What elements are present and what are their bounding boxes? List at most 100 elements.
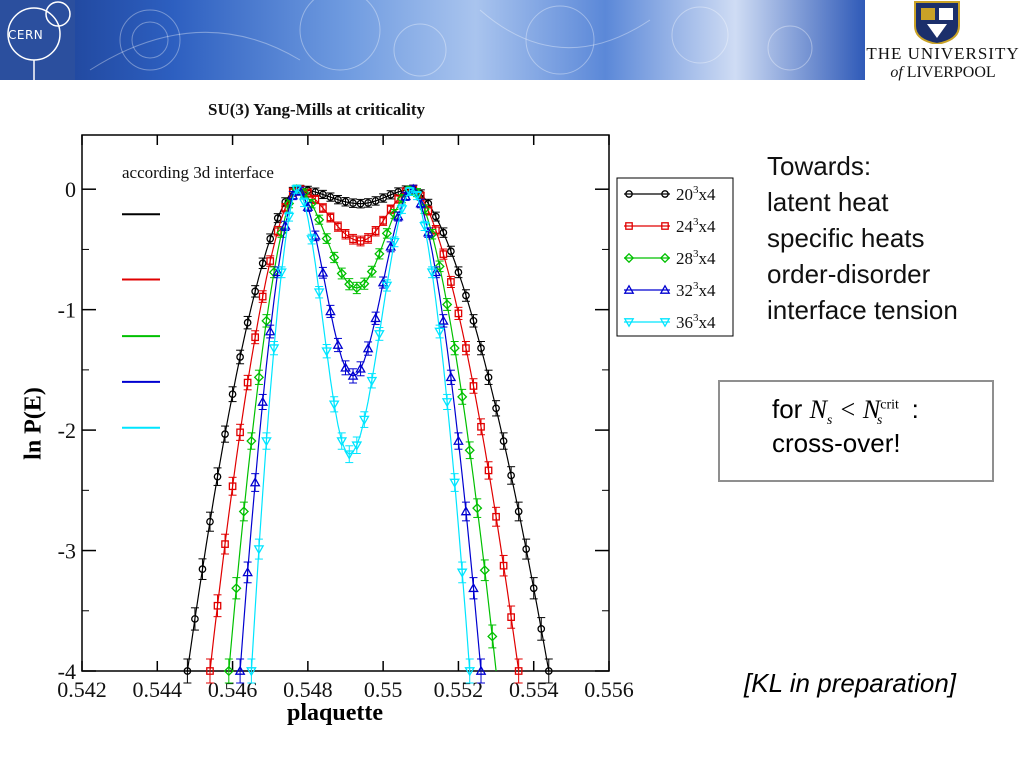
data-point bbox=[253, 372, 265, 383]
data-point bbox=[231, 583, 242, 594]
data-point bbox=[492, 404, 500, 413]
liverpool-crest-icon bbox=[914, 1, 960, 44]
x-tick-label: 0.548 bbox=[283, 677, 333, 702]
y-tick-label: 0 bbox=[65, 177, 76, 202]
legend-label: 323x4 bbox=[676, 280, 716, 300]
data-point bbox=[507, 471, 515, 480]
data-point bbox=[364, 234, 372, 243]
chart-title: SU(3) Yang-Mills at criticality bbox=[208, 100, 426, 119]
data-point bbox=[334, 222, 342, 231]
data-point bbox=[623, 252, 635, 264]
data-point bbox=[434, 261, 445, 272]
data-point bbox=[464, 445, 475, 456]
data-point bbox=[431, 212, 440, 221]
legend-entry-32: 323x4 bbox=[623, 280, 716, 300]
data-point bbox=[283, 212, 295, 223]
data-point bbox=[206, 667, 214, 675]
legend-label: 243x4 bbox=[676, 216, 716, 236]
data-point bbox=[464, 667, 476, 677]
x-tick-label: 0.546 bbox=[208, 677, 258, 702]
data-point bbox=[236, 428, 244, 437]
data-point bbox=[326, 193, 335, 201]
data-point bbox=[268, 344, 280, 354]
data-point bbox=[356, 199, 365, 208]
data-point bbox=[544, 667, 553, 675]
data-point bbox=[419, 222, 430, 232]
math-rhs-sub: s bbox=[876, 413, 883, 429]
legend-label: 283x4 bbox=[676, 248, 716, 268]
series-36 bbox=[246, 184, 476, 684]
data-point bbox=[381, 228, 393, 239]
data-point bbox=[484, 466, 493, 475]
legend-entry-24: 243x4 bbox=[624, 216, 716, 236]
data-point bbox=[507, 613, 515, 621]
data-point bbox=[499, 437, 508, 445]
data-point bbox=[514, 667, 523, 675]
data-point bbox=[454, 268, 463, 277]
data-point bbox=[487, 631, 498, 642]
crossover-condition: for Ns < Ncrits : bbox=[772, 394, 919, 429]
data-point bbox=[453, 435, 464, 445]
data-point bbox=[276, 268, 287, 278]
data-point bbox=[251, 287, 260, 296]
data-point bbox=[370, 312, 381, 323]
data-point bbox=[371, 197, 380, 205]
data-point bbox=[228, 390, 237, 399]
data-point bbox=[396, 205, 408, 215]
data-point bbox=[404, 187, 415, 197]
data-point bbox=[251, 333, 260, 342]
data-point bbox=[441, 398, 453, 408]
data-point bbox=[374, 330, 385, 340]
x-tick-label: 0.556 bbox=[584, 677, 634, 702]
cern-logo: CERN bbox=[0, 0, 75, 80]
towards-line-0: Towards: bbox=[767, 151, 872, 181]
data-point bbox=[462, 291, 470, 300]
data-point bbox=[272, 266, 284, 277]
math-rhs-sup: crit bbox=[880, 397, 899, 413]
data-point bbox=[336, 268, 347, 279]
data-point bbox=[364, 199, 372, 207]
data-point bbox=[238, 506, 249, 517]
banner-decoration bbox=[89, 0, 813, 77]
data-point bbox=[454, 309, 463, 318]
towards-line-2: specific heats bbox=[767, 223, 925, 253]
data-point bbox=[341, 197, 350, 206]
x-tick-label: 0.542 bbox=[57, 677, 107, 702]
data-point bbox=[426, 268, 438, 278]
data-point bbox=[661, 190, 669, 198]
data-point bbox=[356, 237, 365, 245]
data-point bbox=[469, 316, 478, 325]
data-point bbox=[661, 222, 669, 230]
university-name: THE UNIVERSITY bbox=[866, 44, 1020, 63]
data-point bbox=[449, 343, 460, 354]
data-point bbox=[243, 378, 252, 387]
legend-entry-20: 203x4 bbox=[624, 184, 716, 204]
plot-frame bbox=[81, 134, 610, 672]
data-point bbox=[221, 540, 229, 548]
data-point bbox=[492, 512, 500, 521]
data-point bbox=[266, 234, 275, 243]
towards-line-1: latent heat bbox=[767, 187, 889, 217]
box-prefix: for bbox=[772, 394, 810, 424]
y-ticks: 0 -1 -2 -3 -4 bbox=[58, 177, 609, 684]
data-point bbox=[659, 318, 671, 328]
data-point bbox=[261, 437, 272, 447]
data-point bbox=[317, 267, 329, 277]
data-point bbox=[221, 430, 229, 438]
data-point bbox=[434, 327, 445, 338]
data-point bbox=[183, 667, 192, 675]
data-point bbox=[291, 185, 302, 195]
data-point bbox=[228, 482, 237, 491]
data-point bbox=[477, 422, 485, 431]
data-point bbox=[242, 566, 253, 577]
legend: 203x4 243x4 283x4 323x4 363x4 bbox=[616, 177, 734, 337]
data-point bbox=[206, 517, 214, 526]
data-point bbox=[442, 299, 453, 310]
data-point bbox=[236, 353, 244, 361]
data-point bbox=[625, 190, 633, 198]
math-lhs: N bbox=[809, 395, 827, 424]
data-point bbox=[321, 233, 332, 244]
data-point bbox=[499, 561, 508, 570]
data-point bbox=[329, 252, 340, 263]
data-point bbox=[477, 344, 485, 352]
